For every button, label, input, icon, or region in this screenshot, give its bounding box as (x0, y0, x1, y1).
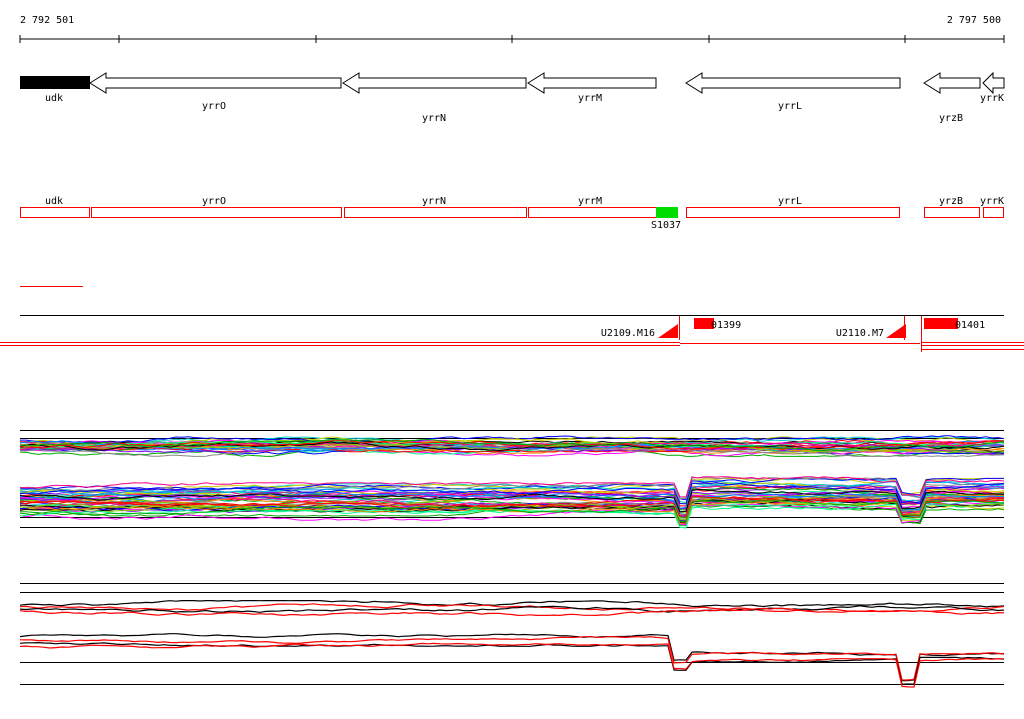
summary-trace (19, 633, 1005, 682)
annotation-label-yrrN: yrrN (422, 196, 446, 207)
gene-arrow-yrzB[interactable] (923, 72, 981, 94)
annotation-label-yrrM: yrrM (578, 196, 602, 207)
transcript-track: U2109.M16 U2110.M7 01399 01401 (0, 286, 1024, 352)
annotation-label-yrzB: yrzB (939, 196, 963, 207)
expression-trace (19, 439, 1005, 452)
promoter-block-01399[interactable] (694, 318, 714, 329)
sigma-feature-label: S1037 (651, 220, 681, 231)
expression-trace (19, 502, 1005, 526)
expression-trace (19, 481, 1005, 504)
expression-panel-multicolor (19, 430, 1005, 529)
annotation-label-yrrL: yrrL (778, 196, 802, 207)
expression-trace (19, 476, 1005, 498)
coordinate-ruler: 2 792 501 2 797 500 (19, 15, 1005, 43)
expression-panel-summary (19, 583, 1005, 688)
expression-trace (19, 481, 1005, 505)
annotation-box-yrzB[interactable] (924, 207, 980, 218)
expression-trace (19, 490, 1005, 517)
gene-arrow-yrrM[interactable] (527, 72, 657, 94)
summary-trace (19, 605, 1005, 613)
promoter-label-01401: 01401 (955, 320, 985, 331)
gene-label-yrrL: yrrL (778, 101, 802, 112)
expression-trace (19, 477, 1005, 500)
expression-trace (20, 435, 1005, 444)
annotation-label-yrrO: yrrO (202, 196, 226, 207)
gene-track: udk yrrO yrrN yrrM yrrL yrzB yrrK (20, 71, 1005, 124)
gene-label-yrrM: yrrM (578, 93, 602, 104)
gene-arrow-udk[interactable] (20, 76, 90, 89)
summary-trace (19, 607, 1005, 617)
annotation-label-yrrK: yrrK (980, 196, 1004, 207)
gene-label-yrrK: yrrK (980, 93, 1004, 104)
summary-trace (19, 599, 1005, 608)
expression-profile-lines (19, 435, 1005, 529)
annotation-box-udk[interactable] (20, 207, 90, 218)
promoter-label-01399: 01399 (711, 320, 741, 331)
expression-trace (19, 491, 1004, 518)
promoter-block-01401[interactable] (924, 318, 958, 329)
gene-arrow-yrrL[interactable] (685, 72, 901, 94)
terminator-label-u2109: U2109.M16 (601, 328, 655, 339)
annotation-label-udk: udk (45, 196, 63, 207)
terminator-label-u2110: U2110.M7 (836, 328, 884, 339)
gene-label-udk: udk (45, 93, 63, 104)
annotation-box-yrrM[interactable] (528, 207, 657, 218)
expression-trace (19, 495, 1005, 518)
expression-trace (19, 500, 1005, 523)
expression-trace (19, 477, 1004, 501)
annotation-box-yrrN[interactable] (344, 207, 527, 218)
gene-label-yrzB: yrzB (939, 113, 963, 124)
gene-label-yrrN: yrrN (422, 113, 446, 124)
gene-arrow-yrrO[interactable] (89, 72, 342, 94)
gene-label-yrrO: yrrO (202, 101, 226, 112)
ruler-end-label: 2 797 500 (947, 15, 1001, 26)
annotation-box-yrrK[interactable] (983, 207, 1004, 218)
gene-arrow-yrrK[interactable] (982, 71, 1005, 95)
summary-profile-lines (19, 599, 1005, 688)
annotation-track: udk yrrO yrrN yrrM S1037 yrrL yrzB yrrK (20, 196, 1004, 231)
summary-trace (19, 641, 1005, 685)
expression-trace (19, 488, 1004, 513)
expression-trace (19, 495, 1005, 518)
summary-trace (19, 642, 1005, 688)
ruler-start-label: 2 792 501 (20, 15, 74, 26)
annotation-box-yrrL[interactable] (686, 207, 900, 218)
summary-trace (19, 603, 1005, 613)
gene-arrow-yrrN[interactable] (342, 72, 527, 94)
terminator-marker-u2110[interactable] (886, 324, 906, 338)
annotation-box-yrrO[interactable] (91, 207, 342, 218)
summary-trace (19, 636, 1005, 681)
expression-trace (20, 486, 1004, 513)
terminator-marker-u2109[interactable] (658, 324, 678, 338)
sigma-feature-box[interactable] (656, 207, 678, 218)
expression-trace (19, 440, 1005, 450)
